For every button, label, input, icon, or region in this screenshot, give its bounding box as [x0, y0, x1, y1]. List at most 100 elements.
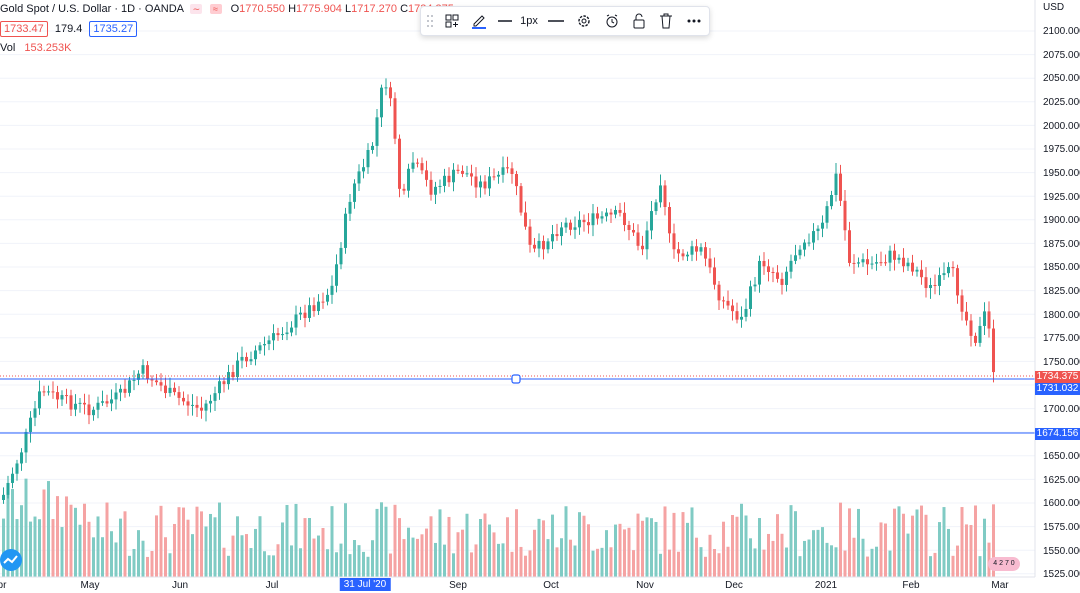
- candle-body: [605, 212, 608, 217]
- volume-bar: [969, 525, 973, 577]
- volume-bar: [956, 545, 959, 577]
- candle-body: [587, 222, 590, 226]
- line-color-icon[interactable]: [542, 7, 571, 35]
- low-value: 1717.270: [351, 3, 398, 15]
- candle-body: [659, 185, 662, 203]
- volume-bar: [119, 518, 122, 577]
- candle-body: [303, 312, 307, 318]
- volume-bar: [213, 517, 217, 577]
- candle-body: [213, 393, 217, 401]
- volume-bar: [191, 534, 194, 577]
- volume-bar: [209, 513, 212, 577]
- candle-body: [641, 245, 644, 250]
- trash-icon[interactable]: [653, 7, 680, 35]
- candle-body: [452, 169, 455, 183]
- line-handle[interactable]: [511, 374, 521, 384]
- pencil-icon[interactable]: [466, 7, 493, 35]
- volume-bar: [389, 553, 392, 577]
- price-tick: 1625.000: [1043, 475, 1080, 486]
- sell-button[interactable]: 1733.47: [0, 21, 48, 37]
- settings-icon[interactable]: [571, 7, 598, 35]
- volume-bar: [398, 518, 401, 577]
- drag-handle-icon[interactable]: [421, 7, 439, 35]
- volume-bar: [663, 506, 667, 577]
- candle-body: [938, 275, 941, 286]
- volume-bar: [137, 530, 140, 577]
- volume-bar: [263, 551, 266, 577]
- volume-bar: [614, 524, 617, 577]
- volume-bar: [344, 503, 347, 577]
- volume-bar: [497, 543, 500, 577]
- line-style-icon[interactable]: [493, 7, 516, 35]
- candle-body: [947, 266, 950, 274]
- candle-body: [681, 253, 685, 257]
- volume-bar: [879, 522, 883, 577]
- volume-bar: [839, 502, 842, 577]
- candle-body: [51, 391, 55, 393]
- candle-body: [168, 387, 172, 394]
- tradingview-logo-icon[interactable]: [0, 549, 22, 571]
- volume-bar: [447, 516, 451, 577]
- candle-body: [848, 230, 851, 263]
- volume-bar: [906, 533, 910, 577]
- symbol-title[interactable]: Gold Spot / U.S. Dollar · 1D · OANDA: [0, 3, 184, 15]
- candle-body: [371, 145, 374, 151]
- volume-bar: [393, 504, 397, 577]
- volume-bar: [515, 509, 518, 577]
- volume-bar: [24, 478, 28, 577]
- more-icon[interactable]: [680, 7, 709, 35]
- candle-body: [704, 247, 707, 259]
- volume-bar: [204, 526, 208, 577]
- volume-bar: [875, 546, 878, 577]
- volume-bar: [690, 507, 694, 577]
- time-axis[interactable]: pr May Jun Jul 31 Jul '20 Sep Oct Nov De…: [0, 577, 1035, 593]
- volume-bar: [20, 505, 23, 577]
- candle-body: [677, 249, 680, 254]
- candle-body: [744, 308, 748, 317]
- volume-bar: [564, 506, 568, 577]
- volume-bar: [33, 516, 37, 577]
- candle-body: [573, 227, 577, 230]
- volume-bar: [605, 530, 608, 577]
- candle-body: [816, 228, 820, 232]
- volume-bar: [438, 509, 442, 577]
- line-price-label[interactable]: 1731.032: [1035, 383, 1080, 395]
- volume-bar: [713, 548, 716, 577]
- candle-body: [20, 452, 23, 464]
- candle-body: [632, 229, 635, 233]
- currency-label: USD: [1043, 2, 1065, 13]
- volume-bar: [110, 531, 113, 577]
- candle-body: [258, 345, 262, 351]
- volume-bar: [600, 547, 604, 577]
- price-tick: 2000.000: [1043, 121, 1080, 132]
- volume-bar: [335, 552, 338, 577]
- candle-body: [429, 179, 433, 195]
- template-icon[interactable]: [439, 7, 466, 35]
- candle-body: [83, 402, 86, 405]
- price-axis[interactable]: USD 2100.000 2075.000 2050.000 2025.000 …: [1035, 0, 1080, 580]
- volume-bar: [146, 556, 149, 577]
- buy-button[interactable]: 1735.27: [89, 21, 138, 37]
- line-width-select[interactable]: 1px: [520, 15, 538, 27]
- drawing-toolbar: 1px: [420, 6, 710, 36]
- volume-bar: [753, 548, 757, 577]
- candle-body: [906, 262, 910, 267]
- time-label: Dec: [725, 580, 743, 591]
- candle-body: [339, 247, 343, 265]
- candle-body: [474, 176, 478, 188]
- candle-body: [483, 181, 487, 189]
- candle-body: [911, 262, 914, 272]
- lock-icon[interactable]: [625, 7, 652, 35]
- volume-bar: [812, 530, 815, 577]
- candle-body: [366, 150, 370, 168]
- volume-bar: [888, 550, 892, 577]
- economic-event-flag-icon[interactable]: 4 2 7 0: [988, 557, 1020, 571]
- candle-body: [434, 186, 437, 195]
- candle-body: [722, 300, 725, 302]
- line2-price-label[interactable]: 1674.156: [1035, 428, 1080, 440]
- volume-bar: [942, 507, 946, 577]
- alert-icon[interactable]: [598, 7, 625, 35]
- candle-body: [267, 340, 271, 345]
- candle-body: [74, 403, 77, 410]
